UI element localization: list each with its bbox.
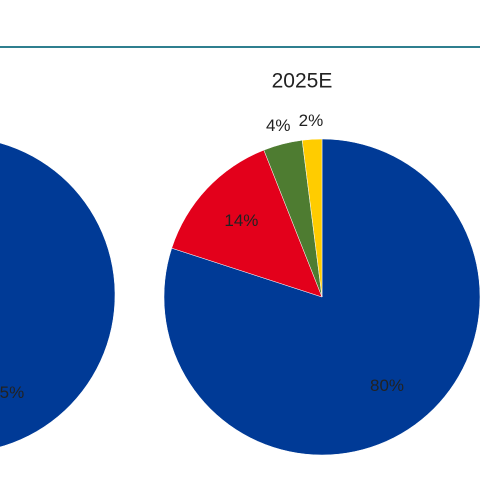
pie-slice xyxy=(171,149,323,298)
pie-slice xyxy=(0,142,116,448)
pie-slice xyxy=(301,138,323,298)
data-label: 80% xyxy=(370,376,404,395)
data-label: 14% xyxy=(224,211,258,230)
pie-slice xyxy=(163,138,480,456)
data-label: 85% xyxy=(0,383,24,402)
data-label: 4% xyxy=(266,116,291,135)
data-label: 2% xyxy=(299,111,324,130)
chart-title: 2025E xyxy=(272,70,333,93)
